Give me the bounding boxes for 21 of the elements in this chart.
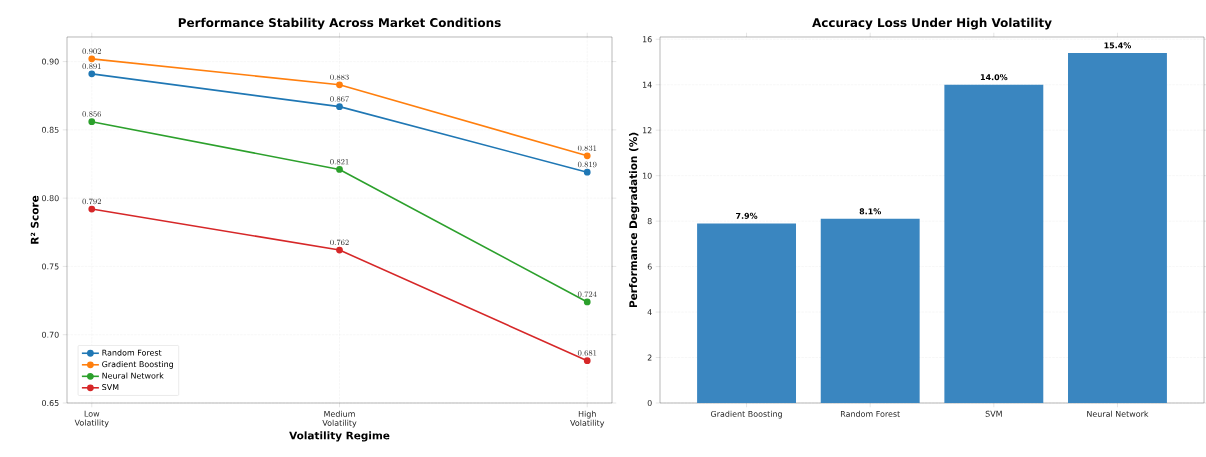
point (336, 246, 343, 254)
point (583, 152, 591, 160)
chart-title: Performance Stability Across Market Conditions (178, 17, 501, 30)
bar (697, 223, 797, 403)
point (88, 205, 96, 213)
point (88, 55, 96, 63)
point (336, 81, 343, 89)
bar (820, 218, 920, 403)
point (88, 118, 96, 126)
bar (1068, 52, 1167, 403)
y-axis-title: R² Score (30, 195, 39, 244)
chart-title: Accuracy Loss Under High Volatility (812, 17, 1052, 30)
point (583, 168, 591, 176)
y-axis-title: Performance Degradation (%) (629, 132, 640, 308)
bar (944, 84, 1044, 403)
x-axis-title: Volatility Regime (289, 431, 390, 442)
point (88, 70, 96, 78)
point (583, 357, 591, 365)
point (583, 298, 591, 306)
point (336, 103, 343, 111)
point (336, 166, 343, 173)
